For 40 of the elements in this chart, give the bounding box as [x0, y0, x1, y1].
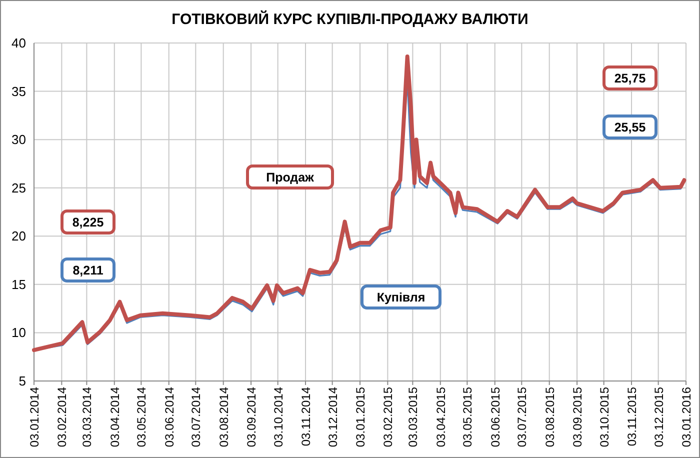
x-tick-label: 03.02.2014 — [55, 386, 70, 448]
x-tick-label: 03.03.2014 — [80, 386, 94, 448]
x-tick-label: 03.04.2014 — [108, 386, 122, 448]
y-tick-label: 10 — [12, 325, 26, 340]
x-tick-label: 03.06.2014 — [162, 386, 176, 448]
y-tick-label: 40 — [12, 36, 26, 50]
y-tick-label: 5 — [18, 374, 26, 388]
x-tick-label: 03.04.2015 — [434, 386, 448, 448]
x-tick-label: 03.08.2014 — [216, 386, 231, 448]
annotation: 8,211 — [72, 264, 104, 278]
text: Купівля — [376, 290, 426, 304]
y-tick-label: 20 — [12, 228, 26, 244]
x-tick-label: 03.11.2014 — [299, 386, 314, 446]
annotation: 25,75 — [614, 72, 646, 86]
y-tick-label: 15 — [12, 276, 26, 292]
y-tick-label: 30 — [12, 132, 26, 148]
x-tick-label: 03.06.2015 — [488, 386, 502, 448]
x-tick-label: 03.01.2016 — [680, 386, 694, 448]
y-tick-label: 25 — [12, 180, 26, 196]
x-tick-label: 03.11.2015 — [625, 386, 640, 446]
x-tick-label: 03.09.2015 — [570, 386, 585, 448]
x-tick-label: 03.09.2014 — [244, 386, 259, 448]
chart-title: ГОТІВКОВИЙ КУРС КУПІВЛІ-ПРОДАЖУ ВАЛЮТИ — [172, 10, 528, 28]
x-tick-label: 03.12.2015 — [652, 386, 666, 448]
x-tick-label: 03.03.2015 — [406, 386, 420, 448]
x-tick-label: 03.08.2015 — [542, 386, 557, 448]
x-tick-label: 03.01.2014 — [28, 386, 42, 448]
x-tick-label: 03.07.2015 — [515, 386, 530, 448]
x-tick-label: 03.02.2015 — [381, 386, 396, 448]
text: Продаж — [266, 170, 314, 184]
y-tick-label: 35 — [12, 84, 26, 99]
annotation: 25,55 — [614, 120, 646, 134]
x-tick-label: 03.01.2015 — [354, 386, 368, 448]
x-tick-label: 03.07.2014 — [189, 386, 204, 448]
x-tick-label: 03.05.2014 — [134, 386, 149, 448]
annotation: 8,225 — [72, 216, 104, 230]
x-tick-label: 03.05.2015 — [460, 386, 475, 448]
x-tick-label: 03.10.2014 — [271, 386, 286, 448]
x-tick-label: 03.12.2014 — [326, 386, 340, 448]
x-tick-label: 03.10.2015 — [597, 386, 612, 448]
